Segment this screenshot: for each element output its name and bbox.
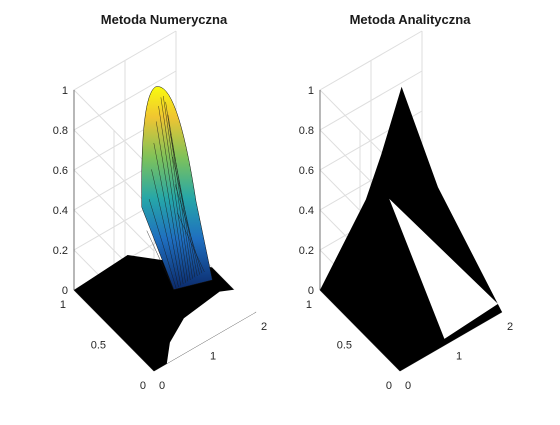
y-tick-label: 0: [386, 380, 392, 392]
x-tick-label: 2: [261, 321, 267, 333]
x-tick-label: 0: [159, 380, 165, 392]
z-tick-label: 0.2: [299, 245, 314, 257]
surface-gap: [389, 198, 498, 339]
chart-title: Metoda Analityczna: [350, 12, 472, 27]
surface-arch: [366, 194, 435, 371]
z-tick-label: 0.2: [53, 245, 68, 257]
surface-mesh-line: [177, 212, 205, 272]
y-tick-label: 1: [60, 299, 66, 311]
z-tick-label: 0.6: [299, 165, 314, 177]
z-tick-label: 1: [308, 85, 314, 97]
axes-numerical: 0 1 2 0 0.5 1 0 0.2 0.4 0.6 0.8 1 Metoda Numeryczna: [53, 12, 267, 392]
surface-mesh-line: [163, 95, 191, 281]
surface-mesh-line: [151, 169, 179, 287]
surface-mesh-line: [148, 199, 177, 289]
z-tick-label: 0.4: [53, 205, 68, 217]
surface-hole: [166, 287, 256, 364]
surface-mesh-line: [155, 121, 184, 285]
surface-mesh-line: [172, 157, 200, 275]
surface-mesh-line: [165, 101, 193, 279]
surface-mesh-line: [146, 230, 174, 290]
z-tick-label: 0.4: [299, 205, 314, 217]
surface-mesh-line: [153, 142, 182, 286]
y-tick-label: 1: [306, 299, 312, 311]
surface-mesh-line: [158, 105, 186, 283]
z-tick-label: 0: [62, 285, 68, 297]
x-tick-label: 1: [456, 351, 462, 363]
z-tick-label: 0.8: [299, 125, 314, 137]
chart-title: Metoda Numeryczna: [101, 12, 228, 27]
surface-peak: [141, 86, 213, 290]
surface-floor: [74, 255, 256, 371]
surface-mesh-line: [174, 184, 203, 274]
z-tick-label: 0.6: [53, 165, 68, 177]
surface: [74, 86, 256, 371]
z-tick-label: 0.8: [53, 125, 68, 137]
z-tick-label: 0: [308, 285, 314, 297]
x-tick-label: 1: [210, 351, 216, 363]
y-tick-label: 0: [140, 380, 146, 392]
x-tick-label: 2: [507, 321, 513, 333]
y-tick-label: 0.5: [91, 340, 106, 352]
surface-mesh-line: [160, 97, 189, 282]
surface: [320, 86, 502, 372]
axes-analytical: 0 1 2 0 0.5 1 0 0.2 0.4 0.6 0.8 1 Metoda Analityczn…: [299, 12, 513, 392]
z-tick-label: 1: [62, 85, 68, 97]
y-tick-label: 0.5: [337, 340, 352, 352]
x-tick-label: 0: [405, 380, 411, 392]
